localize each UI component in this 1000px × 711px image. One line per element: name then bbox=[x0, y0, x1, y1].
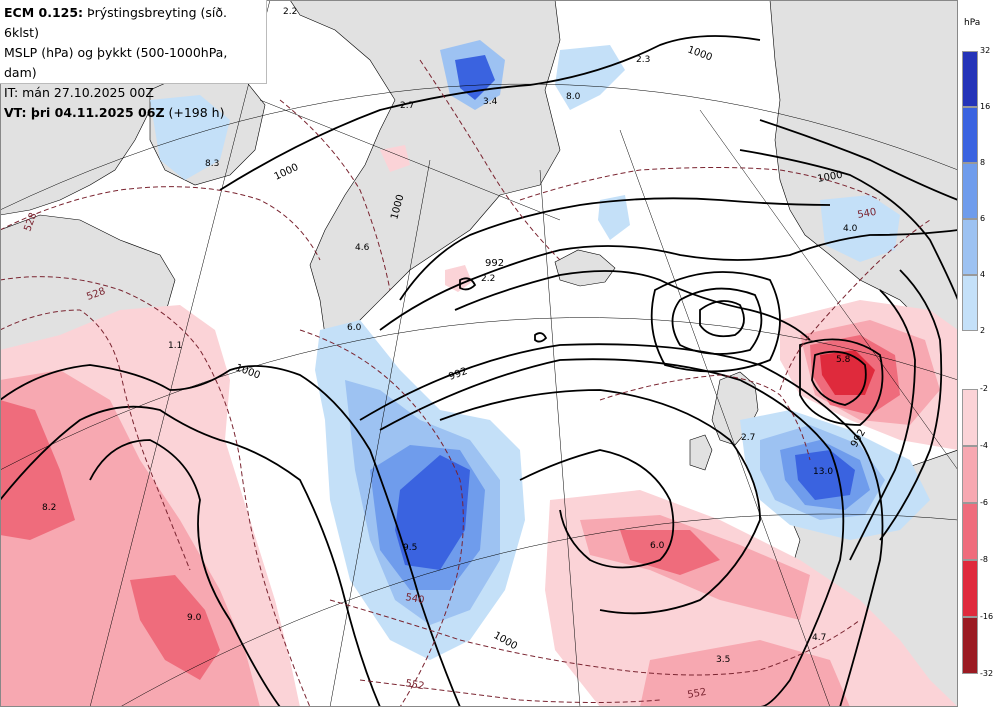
legend-fall-colorbar bbox=[962, 389, 978, 674]
tendency-label: 4.6 bbox=[355, 243, 370, 253]
tendency-labels: 2.2 8.3 2.7 3.4 8.0 2.3 4.0 2.2 4.6 6.0 … bbox=[42, 7, 858, 665]
map-canvas: 1000 1000 1000 1000 992 992 992 1000 100… bbox=[0, 0, 959, 708]
tendency-label: 8.2 bbox=[42, 503, 56, 513]
tendency-label: 6.0 bbox=[650, 541, 665, 551]
tendency-label: 4.0 bbox=[843, 224, 858, 234]
legend-tick-label: 16 bbox=[980, 102, 991, 111]
product-name: Þrýstingsbreyting (síð. 6klst) bbox=[4, 5, 227, 40]
fields-description: MSLP (hPa) og þykkt (500-1000hPa, dam) bbox=[4, 45, 228, 80]
tendency-label: 9.5 bbox=[403, 543, 417, 553]
isobars bbox=[0, 35, 959, 708]
legend-tick-label: -32 bbox=[980, 669, 994, 678]
model-name: ECM 0.125: bbox=[4, 5, 84, 20]
legend-tick-label: 32 bbox=[980, 46, 991, 55]
legend-tick-label: -8 bbox=[980, 555, 988, 564]
legend-tick-label: -4 bbox=[980, 441, 988, 450]
tendency-label: 8.0 bbox=[566, 92, 581, 102]
tendency-label: 3.4 bbox=[483, 97, 498, 107]
tendency-label: 13.0 bbox=[813, 467, 833, 477]
tendency-label: 2.7 bbox=[400, 101, 414, 111]
legend-tick-label: 8 bbox=[980, 158, 986, 167]
initial-time: IT: mán 27.10.2025 00Z bbox=[4, 85, 154, 100]
legend-swatch bbox=[962, 560, 978, 617]
thickness-label: 552 bbox=[687, 687, 708, 701]
legend-swatch bbox=[962, 51, 978, 107]
tendency-label: 6.0 bbox=[347, 323, 362, 333]
thickness-lines bbox=[0, 59, 931, 708]
tendency-label: 5.8 bbox=[836, 355, 851, 365]
legend-tick-label: 2 bbox=[980, 326, 986, 335]
thickness-label: 540 bbox=[857, 207, 878, 221]
legend-tick-label: -16 bbox=[980, 612, 994, 621]
tendency-label: 1.1 bbox=[168, 341, 182, 351]
tendency-label: 2.2 bbox=[283, 7, 297, 17]
thickness-label: 540 bbox=[404, 592, 425, 606]
tendency-label: 8.3 bbox=[205, 159, 219, 169]
tendency-label: 2.2 bbox=[481, 274, 495, 284]
tendency-label: 3.5 bbox=[716, 655, 730, 665]
tendency-label: 2.7 bbox=[741, 433, 755, 443]
legend-swatch bbox=[962, 617, 978, 674]
graticule bbox=[0, 0, 959, 708]
legend-swatch bbox=[962, 275, 978, 331]
legend-swatch bbox=[962, 107, 978, 163]
legend-swatch bbox=[962, 219, 978, 275]
thickness-label: 552 bbox=[404, 678, 425, 692]
legend-rise-colorbar bbox=[962, 51, 978, 331]
isobar-label: 992 bbox=[485, 258, 504, 269]
legend-unit: hPa bbox=[964, 18, 981, 28]
legend-tick-label: -6 bbox=[980, 498, 988, 507]
legend-tick-label: -2 bbox=[980, 384, 988, 393]
map-info-box: ECM 0.125: Þrýstingsbreyting (síð. 6klst… bbox=[0, 0, 267, 120]
forecast-hour: (+198 h) bbox=[168, 105, 225, 120]
legend-swatch bbox=[962, 503, 978, 560]
valid-time: VT: þri 04.11.2025 06Z bbox=[4, 105, 165, 120]
legend-swatch bbox=[962, 446, 978, 503]
tendency-label: 4.7 bbox=[812, 633, 826, 643]
weather-map: 1000 1000 1000 1000 992 992 992 1000 100… bbox=[0, 0, 959, 708]
isobar-label: 1000 bbox=[817, 170, 844, 185]
legend-swatch bbox=[962, 163, 978, 219]
tendency-label: 9.0 bbox=[187, 613, 202, 623]
tendency-label: 2.3 bbox=[636, 55, 650, 65]
legend-tick-label: 6 bbox=[980, 214, 986, 223]
legend-swatch bbox=[962, 389, 978, 446]
legend-tick-label: 4 bbox=[980, 270, 986, 279]
